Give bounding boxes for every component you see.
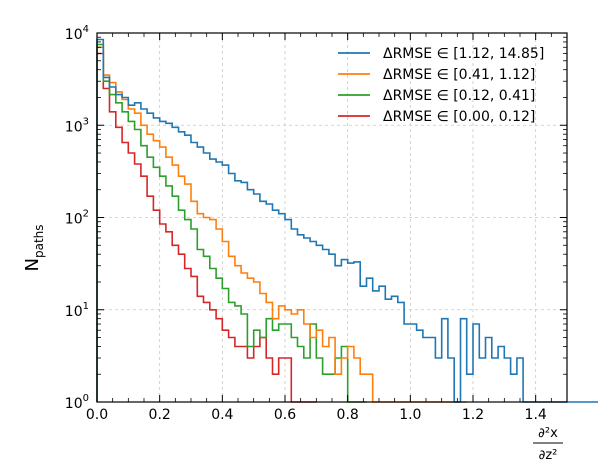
x-tick-label: 0.0 xyxy=(86,407,108,423)
legend-label-0: ΔRMSE ∈ [1.12, 14.85] xyxy=(383,46,544,62)
x-tick-label: 0.4 xyxy=(211,407,233,423)
x-tick-label: 1.2 xyxy=(462,407,484,423)
x-tick-label: 0.2 xyxy=(149,407,171,423)
x-axis-label-denominator: ∂z² xyxy=(539,448,558,463)
x-tick-labels: 0.0 0.2 0.4 0.6 0.8 1.0 1.2 1.4 xyxy=(86,407,547,423)
y-tick-label: 102 xyxy=(65,209,89,228)
legend-label-3: ΔRMSE ∈ [0.00, 0.12] xyxy=(383,109,535,125)
plot-frame xyxy=(96,32,568,403)
y-axis-label: Npaths xyxy=(22,224,46,271)
x-tick-label: 0.8 xyxy=(337,407,359,423)
x-tick-label: 1.0 xyxy=(399,407,421,423)
y-axis-label-main: N xyxy=(22,258,43,271)
series-line-1 xyxy=(96,46,467,403)
series-line-0 xyxy=(96,38,598,403)
series-line-2 xyxy=(96,43,367,403)
x-tick-label: 1.4 xyxy=(525,407,547,423)
series-group xyxy=(96,38,598,403)
y-axis-label-sub: paths xyxy=(32,224,46,258)
x-axis-label-numerator: ∂²x xyxy=(538,426,558,441)
legend-label-2: ΔRMSE ∈ [0.12, 0.41] xyxy=(383,88,535,104)
legend: ΔRMSE ∈ [1.12, 14.85] ΔRMSE ∈ [0.41, 1.12… xyxy=(338,46,544,125)
x-tick-label: 0.6 xyxy=(274,407,296,423)
svg-text:Npaths: Npaths xyxy=(22,224,46,271)
x-axis-label: ∂²x ∂z² xyxy=(533,426,563,463)
y-tick-label: 103 xyxy=(65,116,89,135)
y-tick-labels: 100 101 102 103 104 xyxy=(65,24,89,412)
legend-label-1: ΔRMSE ∈ [0.41, 1.12] xyxy=(383,67,535,83)
series-line-3 xyxy=(96,52,317,403)
y-tick-label: 100 xyxy=(65,393,89,412)
y-tick-label: 104 xyxy=(65,24,89,43)
y-tick-label: 101 xyxy=(65,301,89,320)
